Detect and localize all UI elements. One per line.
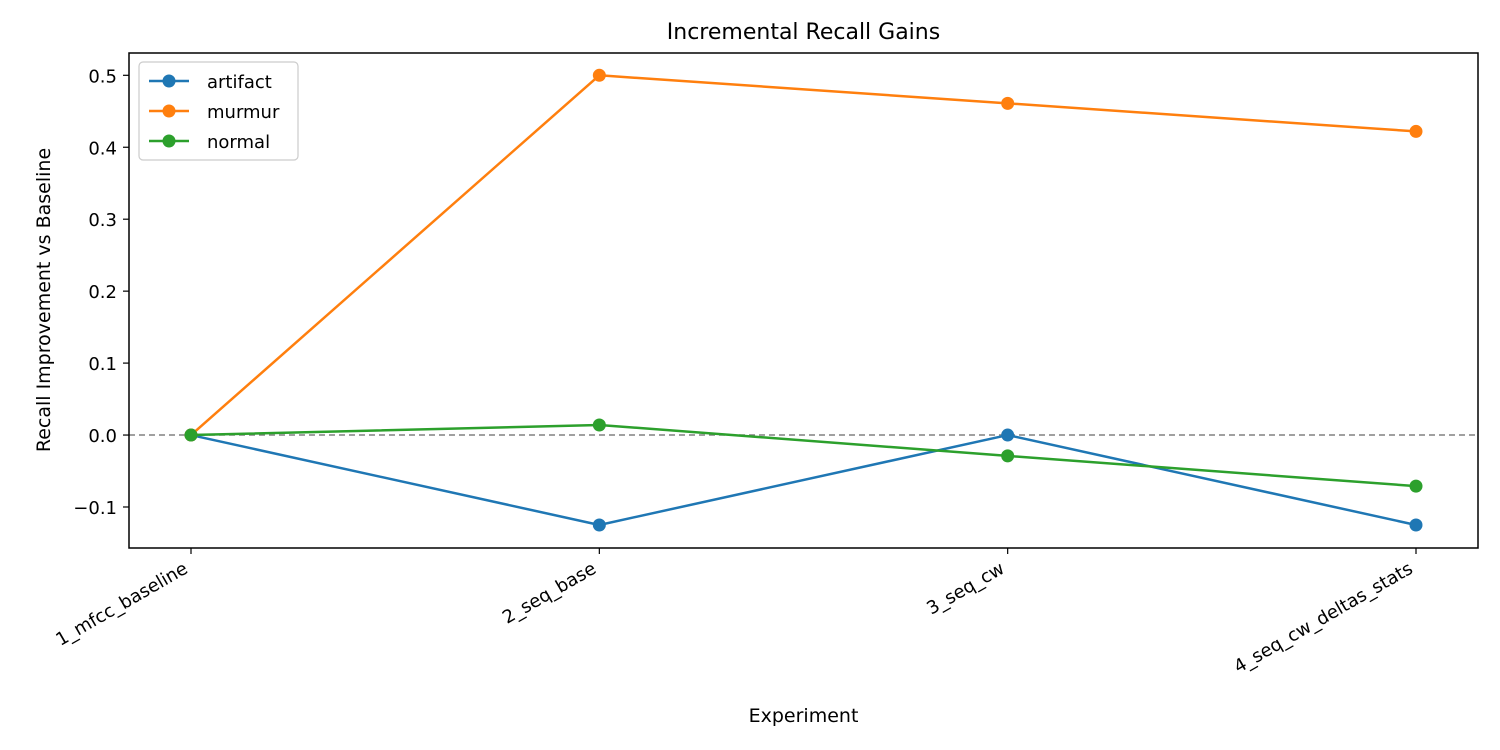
legend: artifact murmur normal — [138, 61, 299, 161]
legend-box — [138, 61, 299, 161]
series-line-artifact — [190, 433, 1417, 527]
y-axis-label: Recall Improvement vs Baseline — [33, 148, 55, 452]
legend-marker-normal — [162, 134, 176, 148]
x-axis-label: Experiment — [749, 705, 859, 727]
legend-marker-artifact — [162, 74, 176, 88]
data-point-murmur — [1001, 96, 1015, 110]
chart-title: Incremental Recall Gains — [667, 20, 940, 45]
plot-frame — [128, 52, 1479, 549]
data-point-normal — [184, 428, 198, 442]
series-layer — [184, 68, 1423, 532]
y-tick-label: 0.1 — [88, 354, 117, 375]
legend-label-artifact: artifact — [207, 72, 272, 93]
y-tick-label: 0.5 — [88, 66, 117, 87]
y-tick-label: 0.3 — [88, 210, 117, 231]
series-line-murmur — [190, 74, 1417, 436]
data-point-artifact — [592, 518, 606, 532]
data-point-normal — [1409, 479, 1423, 493]
data-point-normal — [592, 418, 606, 432]
data-point-artifact — [1409, 518, 1423, 532]
y-tick-label: 0.4 — [88, 138, 117, 159]
data-point-normal — [1001, 449, 1015, 463]
y-tick-label: −0.1 — [73, 498, 117, 519]
legend-label-murmur: murmur — [207, 102, 280, 123]
data-point-artifact — [1001, 428, 1015, 442]
y-tick-label: 0.2 — [88, 282, 117, 303]
y-tick-label: 0.0 — [88, 426, 117, 447]
data-point-murmur — [1409, 124, 1423, 138]
series-line-normal — [190, 423, 1417, 488]
legend-label-normal: normal — [207, 132, 270, 153]
legend-marker-murmur — [162, 104, 176, 118]
data-point-murmur — [592, 68, 606, 82]
